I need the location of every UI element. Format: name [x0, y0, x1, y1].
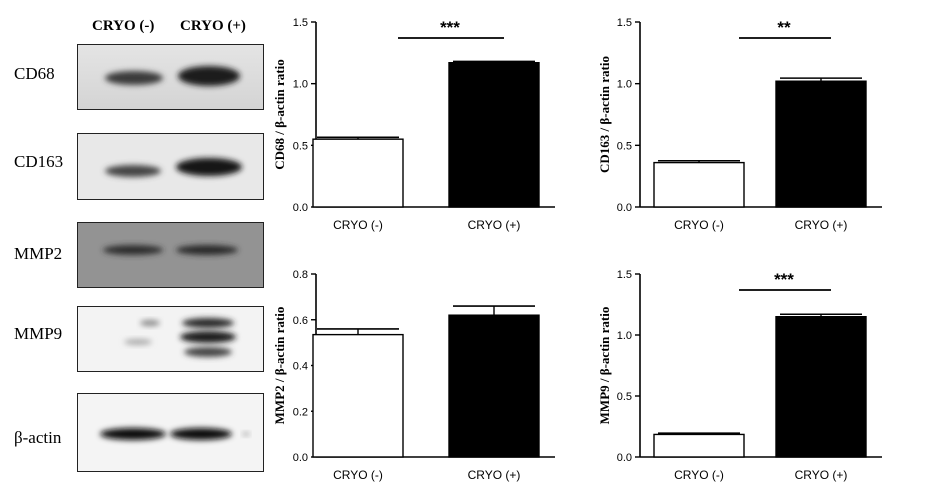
category-label: CRYO (+)	[795, 218, 848, 232]
y-tick-label: 1.0	[617, 79, 632, 91]
blot-label-cd163: CD163	[14, 152, 64, 171]
y-tick-label: 0.0	[617, 202, 632, 214]
y-tick-label: 0.4	[293, 361, 308, 373]
blot-header-cryo-pos: CRYO (+)	[180, 18, 246, 34]
y-tick-label: 0.0	[293, 202, 308, 214]
blot-image-cd163	[77, 133, 264, 200]
y-tick-label: 0.0	[293, 452, 308, 464]
chart-mmp9: 0.0 0.5 1.0 1.5 MMP9 / β-actin ratio CRYO (-)…	[597, 269, 882, 482]
significance-marker: ***	[774, 270, 794, 289]
y-axis-label: CD163 / β-actin ratio	[597, 56, 612, 173]
y-tick-label: 0.8	[293, 269, 308, 281]
category-label: CRYO (-)	[674, 468, 724, 482]
blot-label-cd68: CD68	[14, 64, 55, 83]
y-axis-label: MMP9 / β-actin ratio	[597, 307, 612, 425]
significance-marker: **	[777, 18, 791, 37]
blot-label-beta-actin: β-actin	[14, 428, 62, 447]
chart-mmp2: 0.0 0.2 0.4 0.6 0.8 MMP2 / β-actin ratio CRYO …	[272, 269, 555, 482]
category-label: CRYO (-)	[333, 218, 383, 232]
bar	[448, 314, 540, 458]
bar	[312, 138, 404, 208]
blot-header-cryo-neg: CRYO (-)	[92, 18, 155, 34]
y-tick-label: 1.5	[617, 269, 632, 281]
y-tick-label: 1.0	[293, 79, 308, 91]
y-tick-label: 0.5	[293, 140, 308, 152]
category-label: CRYO (-)	[333, 468, 383, 482]
y-axis-label: CD68 / β-actin ratio	[272, 59, 287, 169]
y-tick-label: 0.5	[617, 140, 632, 152]
category-label: CRYO (+)	[795, 468, 848, 482]
blot-image-cd68	[77, 44, 264, 110]
blot-label-mmp9: MMP9	[14, 324, 63, 343]
y-tick-label: 1.5	[617, 17, 632, 29]
blot-image-beta-actin	[77, 393, 264, 472]
chart-cd163: 0.0 0.5 1.0 1.5 CD163 / β-actin ratio CRYO (-…	[597, 17, 882, 232]
y-tick-label: 0.6	[293, 315, 308, 327]
y-tick-label: 1.0	[617, 330, 632, 342]
blot-image-mmp2	[77, 222, 264, 288]
y-tick-label: 0.0	[617, 452, 632, 464]
blot-image-mmp9	[77, 306, 264, 372]
blot-label-mmp2: MMP2	[14, 244, 63, 263]
y-tick-label: 1.5	[293, 17, 308, 29]
category-label: CRYO (-)	[674, 218, 724, 232]
y-axis-label: MMP2 / β-actin ratio	[272, 307, 287, 425]
bar	[653, 161, 745, 208]
chart-cd68: 0.0 0.5 1.0 1.5 CD68 / β-actin ratio CRYO (-)…	[272, 17, 555, 232]
bar	[653, 433, 745, 458]
bar	[775, 80, 867, 208]
bar	[448, 62, 540, 208]
y-tick-label: 0.5	[617, 391, 632, 403]
category-label: CRYO (+)	[468, 218, 521, 232]
y-tick-label: 0.2	[293, 406, 308, 418]
significance-marker: ***	[440, 18, 460, 37]
bar	[775, 315, 867, 458]
western-blot-panel: CRYO (-) CRYO (+) CD68 CD163 MMP2	[0, 0, 270, 488]
bar	[312, 333, 404, 458]
category-label: CRYO (+)	[468, 468, 521, 482]
